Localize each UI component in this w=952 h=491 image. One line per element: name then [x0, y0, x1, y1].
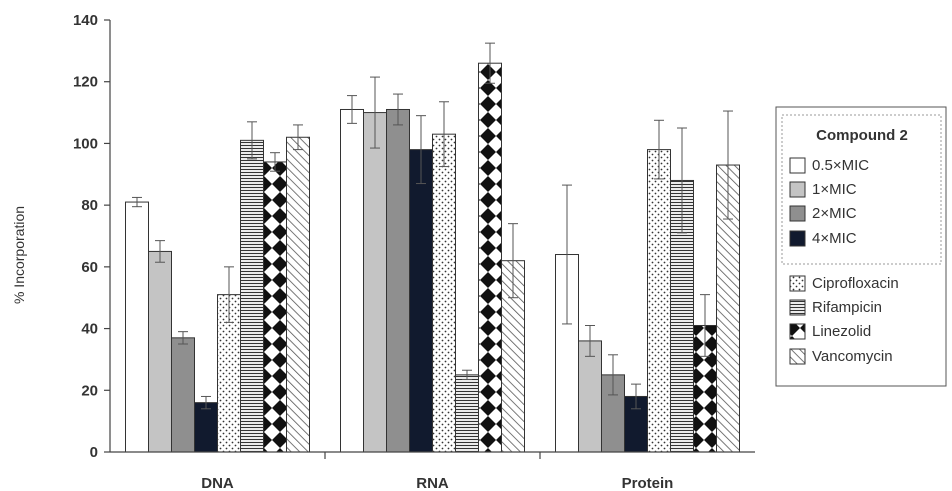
bar: [647, 149, 671, 453]
y-tick-label: 40: [81, 321, 98, 338]
legend-label: Vancomycin: [812, 348, 893, 365]
legend-label: Linezolid: [812, 323, 871, 340]
bar: [340, 108, 364, 453]
y-axis-label: % Incorporation: [11, 206, 27, 304]
legend-label: 1×MIC: [812, 181, 857, 198]
legend-swatch: [789, 299, 806, 316]
bar: [148, 250, 172, 453]
legend-swatch: [789, 181, 806, 198]
legend-label: Rifampicin: [812, 299, 882, 316]
legend-label: 0.5×MIC: [812, 157, 869, 174]
y-tick-label: 60: [81, 259, 98, 276]
bar: [386, 108, 410, 453]
legend-swatch: [789, 275, 806, 292]
bar: [409, 149, 433, 453]
y-tick-label: 80: [81, 197, 98, 214]
y-tick-label: 140: [73, 12, 98, 29]
legend-label: 4×MIC: [812, 230, 857, 247]
legend-swatch: [789, 157, 806, 174]
bar: [125, 201, 149, 453]
y-tick-label: 100: [73, 135, 98, 152]
legend: Compound 2 0.5×MIC 1×MIC 2×MIC 4×MIC Ciprofl…: [775, 106, 947, 387]
y-tick-label: 0: [90, 444, 98, 461]
bar: [432, 133, 456, 453]
legend-group-frame: [781, 114, 942, 265]
legend-label: Ciprofloxacin: [812, 275, 899, 292]
bar: [263, 161, 287, 453]
bar: [578, 340, 602, 453]
y-tick-label: 20: [81, 382, 98, 399]
bar: [171, 337, 195, 453]
legend-swatch: [789, 348, 806, 365]
legend-swatch: [789, 323, 806, 340]
x-tick-label: DNA: [201, 475, 234, 491]
bar: [194, 402, 218, 453]
legend-group-title: Compound 2: [816, 127, 908, 144]
bar: [286, 136, 310, 453]
y-tick-label: 120: [73, 74, 98, 91]
bar: [478, 62, 502, 453]
legend-swatch: [789, 205, 806, 222]
bar: [455, 374, 479, 453]
legend-label: 2×MIC: [812, 205, 857, 222]
legend-swatch: [789, 230, 806, 247]
bar: [363, 112, 387, 453]
x-tick-label: RNA: [416, 475, 449, 491]
x-tick-label: Protein: [622, 475, 674, 491]
bar: [240, 139, 264, 453]
